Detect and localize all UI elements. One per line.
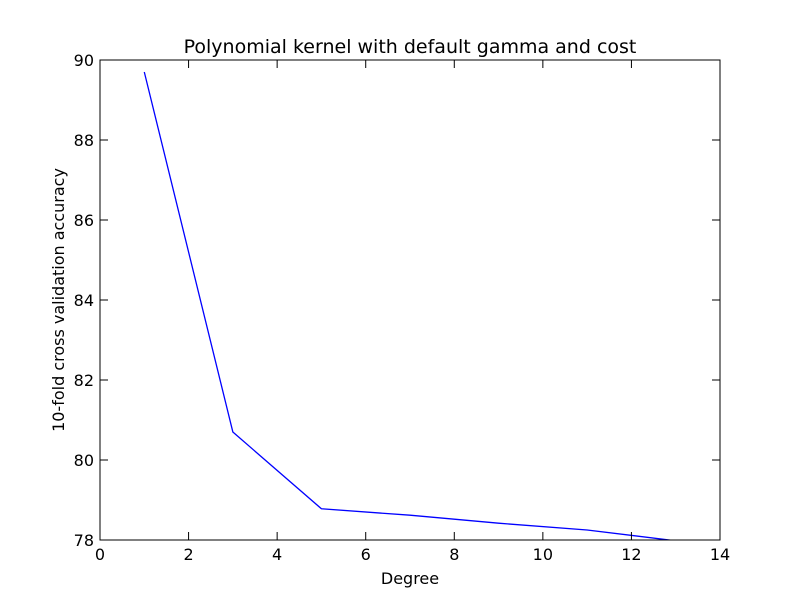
y-tick-label: 86 <box>74 211 94 230</box>
y-tick-label: 82 <box>74 371 94 390</box>
y-tick-label: 80 <box>74 451 94 470</box>
y-axis-label: 10-fold cross validation accuracy <box>49 168 68 432</box>
x-tick-labels: 0 2 4 6 8 10 12 14 <box>95 545 730 564</box>
y-tick-labels: 78 80 82 84 86 88 90 <box>74 51 94 550</box>
x-tick-label: 14 <box>710 545 730 564</box>
x-tick-label: 10 <box>533 545 553 564</box>
x-tick-label: 8 <box>449 545 459 564</box>
plot-frame <box>99 59 721 541</box>
series-line-0 <box>143 71 675 540</box>
x-tick-label: 0 <box>95 545 105 564</box>
series-layer <box>143 71 675 540</box>
x-axis-label: Degree <box>381 569 439 588</box>
chart-title: Polynomial kernel with default gamma and… <box>184 36 637 58</box>
y-tick-label: 84 <box>74 291 94 310</box>
y-tick-label: 78 <box>74 531 94 550</box>
x-tick-label: 4 <box>272 545 282 564</box>
x-tick-label: 2 <box>183 545 193 564</box>
plot-area <box>99 59 721 541</box>
y-tick-label: 88 <box>74 131 94 150</box>
x-tick-label: 12 <box>621 545 641 564</box>
y-tick-label: 90 <box>74 51 94 70</box>
plot-background <box>100 60 720 540</box>
x-tick-label: 6 <box>361 545 371 564</box>
